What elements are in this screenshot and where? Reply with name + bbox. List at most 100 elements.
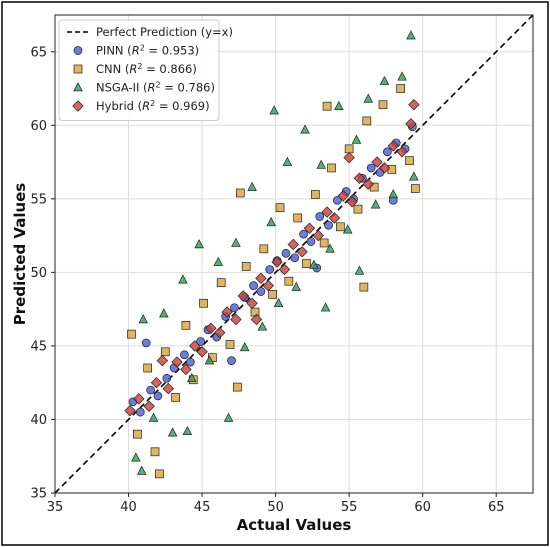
data-point xyxy=(230,303,239,313)
data-points xyxy=(124,30,420,479)
data-point xyxy=(262,279,274,292)
data-point xyxy=(133,393,145,405)
data-point xyxy=(324,220,333,230)
series-hybrid xyxy=(124,99,420,417)
data-point xyxy=(387,140,399,152)
data-point xyxy=(334,100,344,110)
data-point xyxy=(155,469,164,479)
legend: Perfect Prediction (y=x) PINN (R2 = 0.953… xyxy=(58,19,233,121)
data-point xyxy=(291,281,301,291)
y-tick-label: 45 xyxy=(30,339,47,354)
data-point xyxy=(379,75,390,85)
data-point xyxy=(135,407,145,417)
axis-ticks: 35 40 45 50 55 60 65 35 40 45 50 55 60 65 xyxy=(30,45,504,515)
perfect-prediction-line xyxy=(54,14,534,494)
data-point xyxy=(282,156,293,166)
data-point xyxy=(131,452,141,462)
data-point xyxy=(205,322,217,334)
data-point xyxy=(233,382,242,392)
data-point xyxy=(185,357,195,367)
data-point xyxy=(387,165,397,174)
data-point xyxy=(363,93,374,103)
data-point xyxy=(247,181,257,191)
x-tick-label: 50 xyxy=(267,500,284,515)
data-point xyxy=(204,355,215,365)
data-point xyxy=(250,313,263,326)
data-point xyxy=(182,425,193,435)
data-point xyxy=(397,71,407,81)
x-tick-label: 65 xyxy=(488,500,505,515)
data-point xyxy=(124,404,136,417)
data-point xyxy=(378,162,391,174)
data-point xyxy=(136,465,147,475)
plot-area-frame xyxy=(54,14,534,494)
data-point xyxy=(225,340,235,349)
data-point xyxy=(319,238,329,248)
data-point xyxy=(180,350,189,360)
data-point xyxy=(320,302,331,312)
data-point xyxy=(333,195,342,205)
data-point xyxy=(290,253,300,263)
data-point xyxy=(143,363,153,373)
data-point xyxy=(187,372,197,383)
data-point xyxy=(156,354,169,367)
data-point xyxy=(321,206,333,218)
x-tick-label: 40 xyxy=(120,500,137,515)
data-point xyxy=(256,287,266,296)
data-point xyxy=(181,320,191,330)
y-tick-label: 35 xyxy=(30,487,47,502)
data-point xyxy=(396,146,408,158)
data-point xyxy=(284,276,294,286)
data-point xyxy=(171,393,180,402)
data-point xyxy=(302,259,311,268)
data-point xyxy=(310,190,320,199)
data-point xyxy=(162,382,174,395)
data-point xyxy=(153,391,163,401)
data-point xyxy=(268,290,278,299)
data-point xyxy=(342,224,353,234)
data-point xyxy=(138,314,149,324)
legend-marker xyxy=(73,64,83,74)
data-point xyxy=(265,265,275,274)
data-point xyxy=(335,222,345,232)
data-point xyxy=(216,278,226,288)
data-point xyxy=(143,400,155,412)
legend-box xyxy=(58,19,220,121)
data-point xyxy=(366,163,376,173)
legend-marker xyxy=(73,46,83,55)
y-tick-label: 50 xyxy=(30,266,47,281)
data-point xyxy=(405,156,414,165)
y-tick-label: 65 xyxy=(30,45,47,60)
data-point xyxy=(406,30,416,40)
data-point xyxy=(150,376,163,389)
data-point xyxy=(196,337,205,346)
data-point xyxy=(300,124,310,134)
data-point xyxy=(281,248,291,258)
data-point xyxy=(278,263,291,276)
data-point xyxy=(325,243,335,253)
data-point xyxy=(250,307,260,317)
y-tick-label: 55 xyxy=(30,192,47,207)
data-point xyxy=(269,105,279,115)
data-point xyxy=(171,356,183,368)
data-point xyxy=(255,272,267,284)
data-point xyxy=(273,297,284,308)
data-point xyxy=(296,246,308,258)
data-point xyxy=(293,213,303,223)
data-point xyxy=(141,338,151,348)
legend-label: CNN (R2 = 0.866) xyxy=(96,62,197,77)
data-point xyxy=(316,159,326,169)
data-point xyxy=(359,282,369,292)
data-point xyxy=(214,326,226,339)
data-point xyxy=(159,308,169,318)
data-point xyxy=(180,363,192,376)
data-point xyxy=(337,190,349,202)
data-point xyxy=(259,244,269,254)
data-point xyxy=(405,118,417,130)
data-point xyxy=(167,427,178,437)
data-point xyxy=(162,373,172,383)
y-tick-label: 40 xyxy=(30,413,47,428)
legend-marker xyxy=(72,100,84,112)
data-point xyxy=(309,259,319,269)
legend-label: PINN (R2 = 0.953) xyxy=(96,43,199,58)
